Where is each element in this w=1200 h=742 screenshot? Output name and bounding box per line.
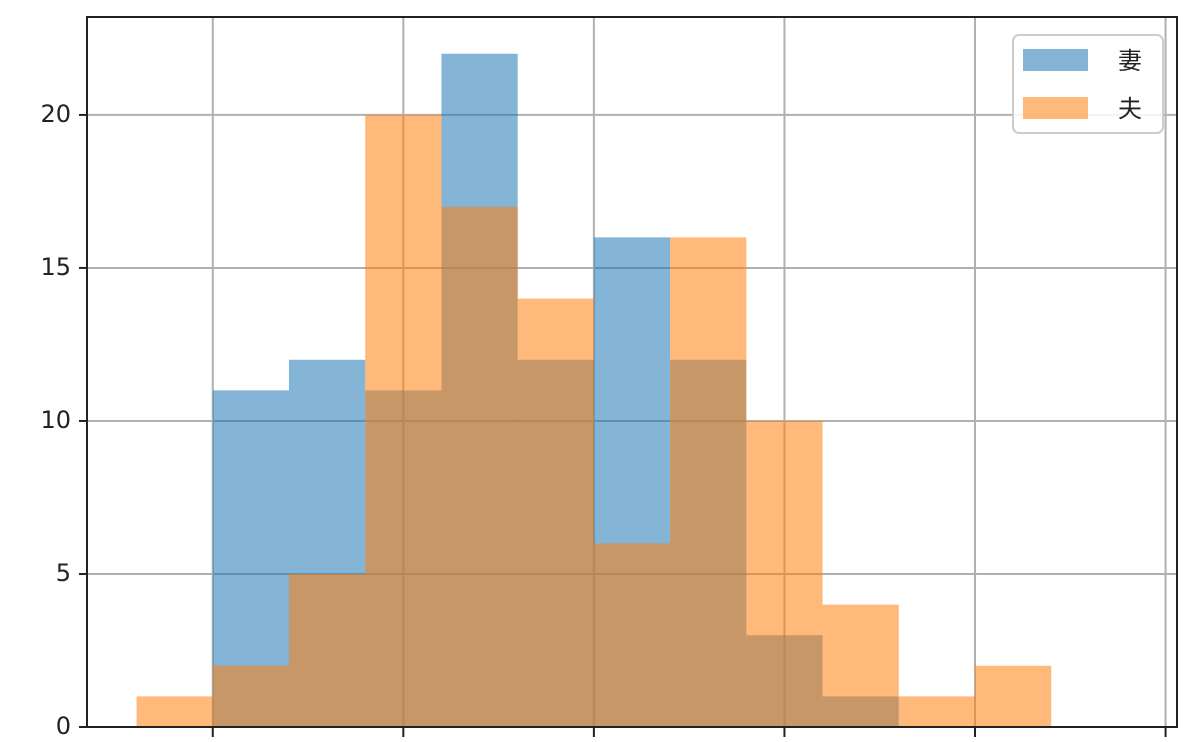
bar: [517, 298, 594, 727]
y-tick-label: 0: [56, 712, 71, 740]
bar: [365, 114, 442, 728]
y-tick-label: 20: [40, 100, 71, 128]
bar: [212, 665, 289, 727]
legend-label: 妻: [1118, 47, 1142, 75]
bar: [288, 573, 366, 727]
legend-swatch: [1023, 97, 1088, 119]
bar: [822, 604, 899, 727]
bar: [593, 543, 671, 727]
bar: [898, 696, 976, 727]
bar: [975, 665, 1052, 727]
legend-label: 夫: [1118, 95, 1142, 123]
y-tick-label: 10: [40, 406, 71, 434]
legend-swatch: [1023, 49, 1088, 71]
bar: [670, 237, 747, 727]
bar: [746, 420, 823, 727]
bar: [136, 696, 213, 727]
y-tick-label: 5: [56, 559, 71, 587]
y-tick-label: 15: [40, 253, 71, 281]
bar: [441, 206, 518, 727]
plot-frame: [86, 16, 1178, 728]
legend: 妻夫: [1012, 34, 1164, 134]
